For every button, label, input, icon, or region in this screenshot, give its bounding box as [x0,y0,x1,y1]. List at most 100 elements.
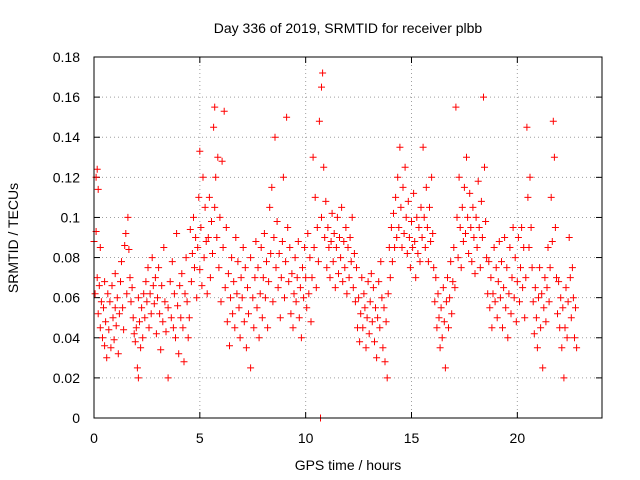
data-point [284,224,292,231]
data-point [428,173,436,181]
data-point [289,324,297,332]
y-axis-ticks: 0 0.02 0.04 0.06 0.08 0.1 0.12 0.14 0.16 0.18 [53,49,602,426]
data-point [458,203,466,211]
data-point [485,258,493,266]
data-point [245,310,252,318]
data-point [202,238,210,245]
y-tick-label: 0.18 [53,49,80,65]
data-point [249,294,257,302]
data-point [431,298,439,306]
data-point [147,310,155,318]
data-point [451,284,459,292]
data-point [536,264,544,272]
data-point [403,250,411,257]
data-point [283,113,291,121]
data-point [320,163,328,171]
data-point [277,274,285,282]
data-point [535,294,542,302]
data-point [408,218,415,225]
data-point [307,318,315,326]
data-point [156,310,164,318]
data-point [481,163,488,171]
y-tick-label: 0.12 [53,169,80,185]
data-point [401,163,409,171]
data-point [180,358,188,366]
data-point [231,324,239,332]
data-point [335,270,342,278]
data-point [276,314,284,322]
data-point [157,346,165,354]
y-tick-label: 0.1 [61,209,81,225]
data-point [496,294,504,302]
data-point [218,157,226,165]
data-point [268,183,276,191]
data-points [90,69,581,422]
data-point [343,290,351,298]
data-point [342,224,350,231]
data-point [424,258,432,266]
data-point [487,274,495,282]
data-point [167,314,175,322]
data-point [368,318,376,326]
data-point [94,310,102,318]
data-point [567,314,575,322]
data-point [139,334,147,342]
data-point [415,224,423,231]
data-point [553,274,560,282]
data-point [573,344,581,352]
data-point [164,304,172,312]
data-point [366,298,374,306]
data-point [394,173,402,181]
data-point [441,364,449,372]
data-point [392,193,400,201]
data-point [538,290,546,298]
data-point [492,264,500,272]
data-point [477,197,485,205]
data-point [482,218,490,225]
data-point [155,264,163,272]
data-point [405,234,413,241]
data-point [341,264,349,272]
data-point [395,224,403,231]
data-point [184,334,192,342]
data-point [422,183,430,191]
data-point [118,258,125,266]
data-point [502,304,510,312]
data-point [306,254,314,262]
data-point [102,318,110,326]
data-point [355,294,363,302]
data-point [205,193,213,201]
data-point [151,274,159,282]
data-point [418,234,426,241]
data-point [445,324,452,332]
data-point [336,234,343,241]
data-point [359,324,367,332]
data-point [563,334,571,342]
data-point [233,290,241,298]
data-point [136,318,143,326]
data-point [569,294,577,302]
x-axis-label: GPS time / hours [295,457,402,473]
data-point [158,282,166,290]
x-tick-label: 15 [404,430,420,446]
data-point [104,290,112,298]
data-point [466,189,474,197]
data-point [323,264,331,272]
data-point [193,294,201,302]
data-point [446,294,454,302]
data-point [559,304,567,312]
data-point [510,294,518,302]
data-point [242,344,250,352]
data-point [450,244,458,251]
data-point [138,304,146,312]
data-point [294,238,302,245]
data-point [269,298,277,306]
data-point [176,282,184,290]
data-point [164,374,172,382]
data-point [489,290,497,298]
data-point [417,203,425,211]
data-point [433,324,441,332]
data-point [372,304,379,312]
data-point [97,298,105,306]
data-point [148,254,156,262]
